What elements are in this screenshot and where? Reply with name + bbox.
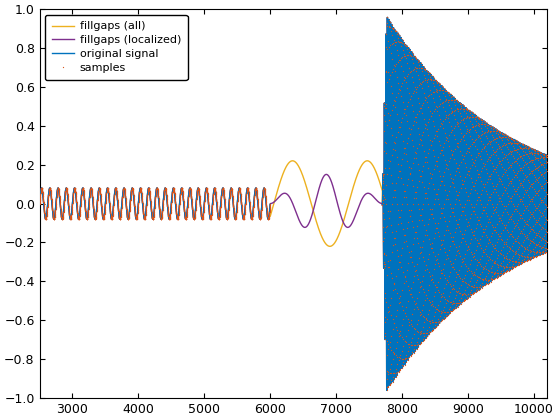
Line: original signal: original signal xyxy=(0,18,560,391)
samples xyxy=(508,142,515,147)
fillgaps (all) xyxy=(67,217,74,222)
fillgaps (all) xyxy=(502,207,508,212)
original signal xyxy=(67,217,74,222)
original signal xyxy=(502,188,508,193)
Legend: fillgaps (all), fillgaps (localized), original signal, samples: fillgaps (all), fillgaps (localized), or… xyxy=(45,15,188,80)
fillgaps (all) xyxy=(384,15,391,20)
samples xyxy=(23,189,30,194)
samples xyxy=(384,388,390,393)
Line: samples: samples xyxy=(0,16,560,391)
fillgaps (localized) xyxy=(384,388,390,393)
Line: fillgaps (localized): fillgaps (localized) xyxy=(0,18,560,391)
original signal xyxy=(236,186,243,191)
samples xyxy=(30,186,37,192)
samples xyxy=(459,182,466,187)
fillgaps (all) xyxy=(384,388,390,393)
fillgaps (localized) xyxy=(384,15,391,20)
fillgaps (localized) xyxy=(502,207,508,212)
fillgaps (localized) xyxy=(67,217,74,222)
original signal xyxy=(510,201,516,206)
fillgaps (localized) xyxy=(510,218,516,223)
fillgaps (all) xyxy=(510,218,516,223)
samples xyxy=(384,15,391,20)
samples xyxy=(500,267,506,272)
fillgaps (localized) xyxy=(236,186,243,191)
fillgaps (all) xyxy=(236,186,243,191)
Line: fillgaps (all): fillgaps (all) xyxy=(0,18,560,391)
